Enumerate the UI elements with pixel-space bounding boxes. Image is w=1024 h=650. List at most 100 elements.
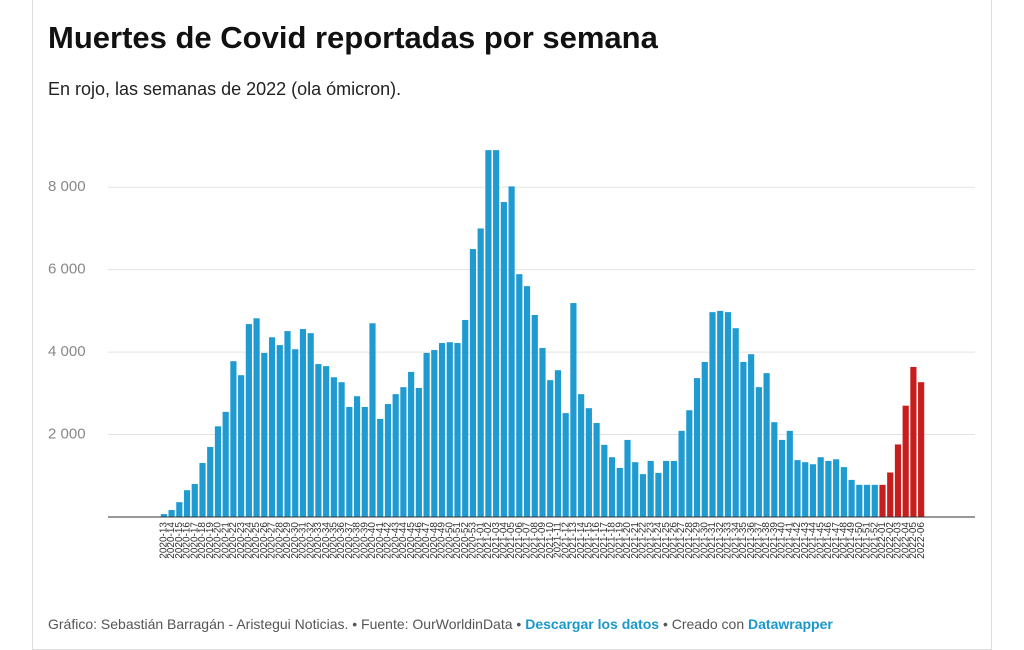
x-tick-label: 2020-27: [267, 522, 278, 559]
x-tick-label: 2022-06: [916, 522, 927, 559]
bar: [438, 343, 446, 517]
bar: [207, 446, 214, 517]
x-tick-label: 2020-53: [468, 522, 479, 559]
x-tick-label: 2021-24: [653, 522, 664, 559]
bar: [523, 286, 531, 517]
bar: [547, 380, 554, 517]
x-tick-label: 2021-23: [645, 522, 656, 559]
bar: [693, 378, 701, 517]
x-tick-label: 2022-04: [900, 522, 911, 559]
x-tick-label: 2021-07: [522, 522, 533, 559]
x-tick-label: 2020-50: [444, 522, 455, 559]
bar: [307, 333, 314, 517]
x-tick-label: 2021-36: [746, 522, 757, 559]
x-tick-label: 2020-17: [189, 522, 200, 559]
bar: [848, 479, 855, 517]
x-tick-label: 2021-27: [676, 522, 687, 559]
bar: [261, 352, 268, 517]
bar: [732, 328, 739, 517]
x-tick-label: 2021-26: [669, 522, 680, 559]
x-tick-label: 2021-50: [854, 522, 865, 559]
x-tick-label: 2020-21: [220, 522, 231, 559]
bar: [686, 410, 693, 517]
x-tick-label: 2021-31: [707, 522, 718, 559]
y-tick-label: 4 000: [48, 343, 86, 360]
x-tick-label: 2020-48: [429, 522, 440, 559]
x-tick-label: 2021-04: [499, 522, 510, 559]
bar: [330, 377, 337, 517]
bar: [500, 202, 507, 517]
x-tick-label: 2021-39: [769, 522, 780, 559]
tool-link[interactable]: Datawrapper: [748, 616, 833, 632]
download-link[interactable]: Descargar los datos: [525, 616, 660, 632]
bar: [346, 406, 353, 517]
bar: [655, 472, 662, 517]
x-tick-label: 2021-52: [869, 522, 880, 559]
bar: [802, 462, 809, 517]
x-tick-label: 2020-32: [305, 522, 316, 559]
bar: [817, 457, 824, 517]
x-tick-label: 2021-37: [754, 522, 765, 559]
bar: [377, 418, 384, 517]
bar: [840, 467, 847, 517]
bar: [755, 387, 762, 517]
bar: [253, 318, 260, 517]
bar: [477, 228, 484, 517]
bar: [778, 439, 786, 517]
bar: [833, 459, 840, 517]
bar: [794, 460, 801, 517]
x-tick-label: 2021-43: [800, 522, 811, 559]
footer-created: • Creado con: [662, 616, 745, 632]
x-tick-label: 2021-08: [529, 522, 540, 559]
bar: [647, 460, 654, 517]
x-tick-label: 2021-33: [723, 522, 734, 559]
bar: [276, 345, 283, 517]
x-tick-label: 2021-14: [576, 522, 587, 559]
bar: [469, 249, 477, 518]
x-tick-label: 2020-13: [159, 522, 170, 559]
x-tick-label: 2020-19: [205, 522, 216, 559]
x-tick-label: 2021-42: [792, 522, 803, 559]
bar: [670, 460, 677, 517]
bar: [400, 387, 407, 517]
bar: [717, 310, 724, 517]
bar: [222, 411, 229, 517]
bar: [678, 430, 685, 517]
x-tick-label: 2020-30: [290, 522, 301, 559]
bar: [454, 343, 461, 517]
bar: [361, 406, 368, 517]
x-tick-label: 2021-34: [730, 522, 741, 559]
bar: [485, 150, 492, 517]
bar: [856, 484, 863, 517]
bar: [918, 382, 925, 517]
x-tick-label: 2020-33: [313, 522, 324, 559]
bar: [887, 472, 894, 517]
x-tick-label: 2020-42: [383, 522, 394, 559]
x-tick-label: 2020-34: [321, 522, 332, 559]
x-tick-label: 2021-03: [491, 522, 502, 559]
bar: [570, 303, 577, 517]
bar: [245, 324, 252, 517]
bar: [230, 361, 237, 517]
x-tick-label: 2021-19: [614, 522, 625, 559]
bar: [585, 408, 592, 517]
x-tick-label: 2020-20: [213, 522, 224, 559]
x-tick-label: 2020-41: [375, 522, 386, 559]
x-tick-label: 2020-25: [251, 522, 262, 559]
x-tick-label: 2021-06: [514, 522, 525, 559]
x-tick-label: 2020-35: [329, 522, 340, 559]
x-tick-label: 2021-40: [777, 522, 788, 559]
x-tick-label: 2021-51: [862, 522, 873, 559]
x-tick-label: 2021-44: [808, 522, 819, 559]
x-tick-label: 2020-31: [298, 522, 309, 559]
bar: [446, 342, 453, 517]
x-tick-label: 2021-45: [815, 522, 826, 559]
chart: Muertes de Covid reportadas por semana E…: [48, 20, 975, 559]
bar: [176, 502, 183, 517]
x-tick-label: 2021-01: [475, 522, 486, 559]
x-tick-label: 2021-48: [839, 522, 850, 559]
x-tick-label: 2021-16: [591, 522, 602, 559]
x-tick-label: 2020-37: [344, 522, 355, 559]
x-tick-label: 2020-28: [274, 522, 285, 559]
x-tick-label: 2020-51: [452, 522, 463, 559]
